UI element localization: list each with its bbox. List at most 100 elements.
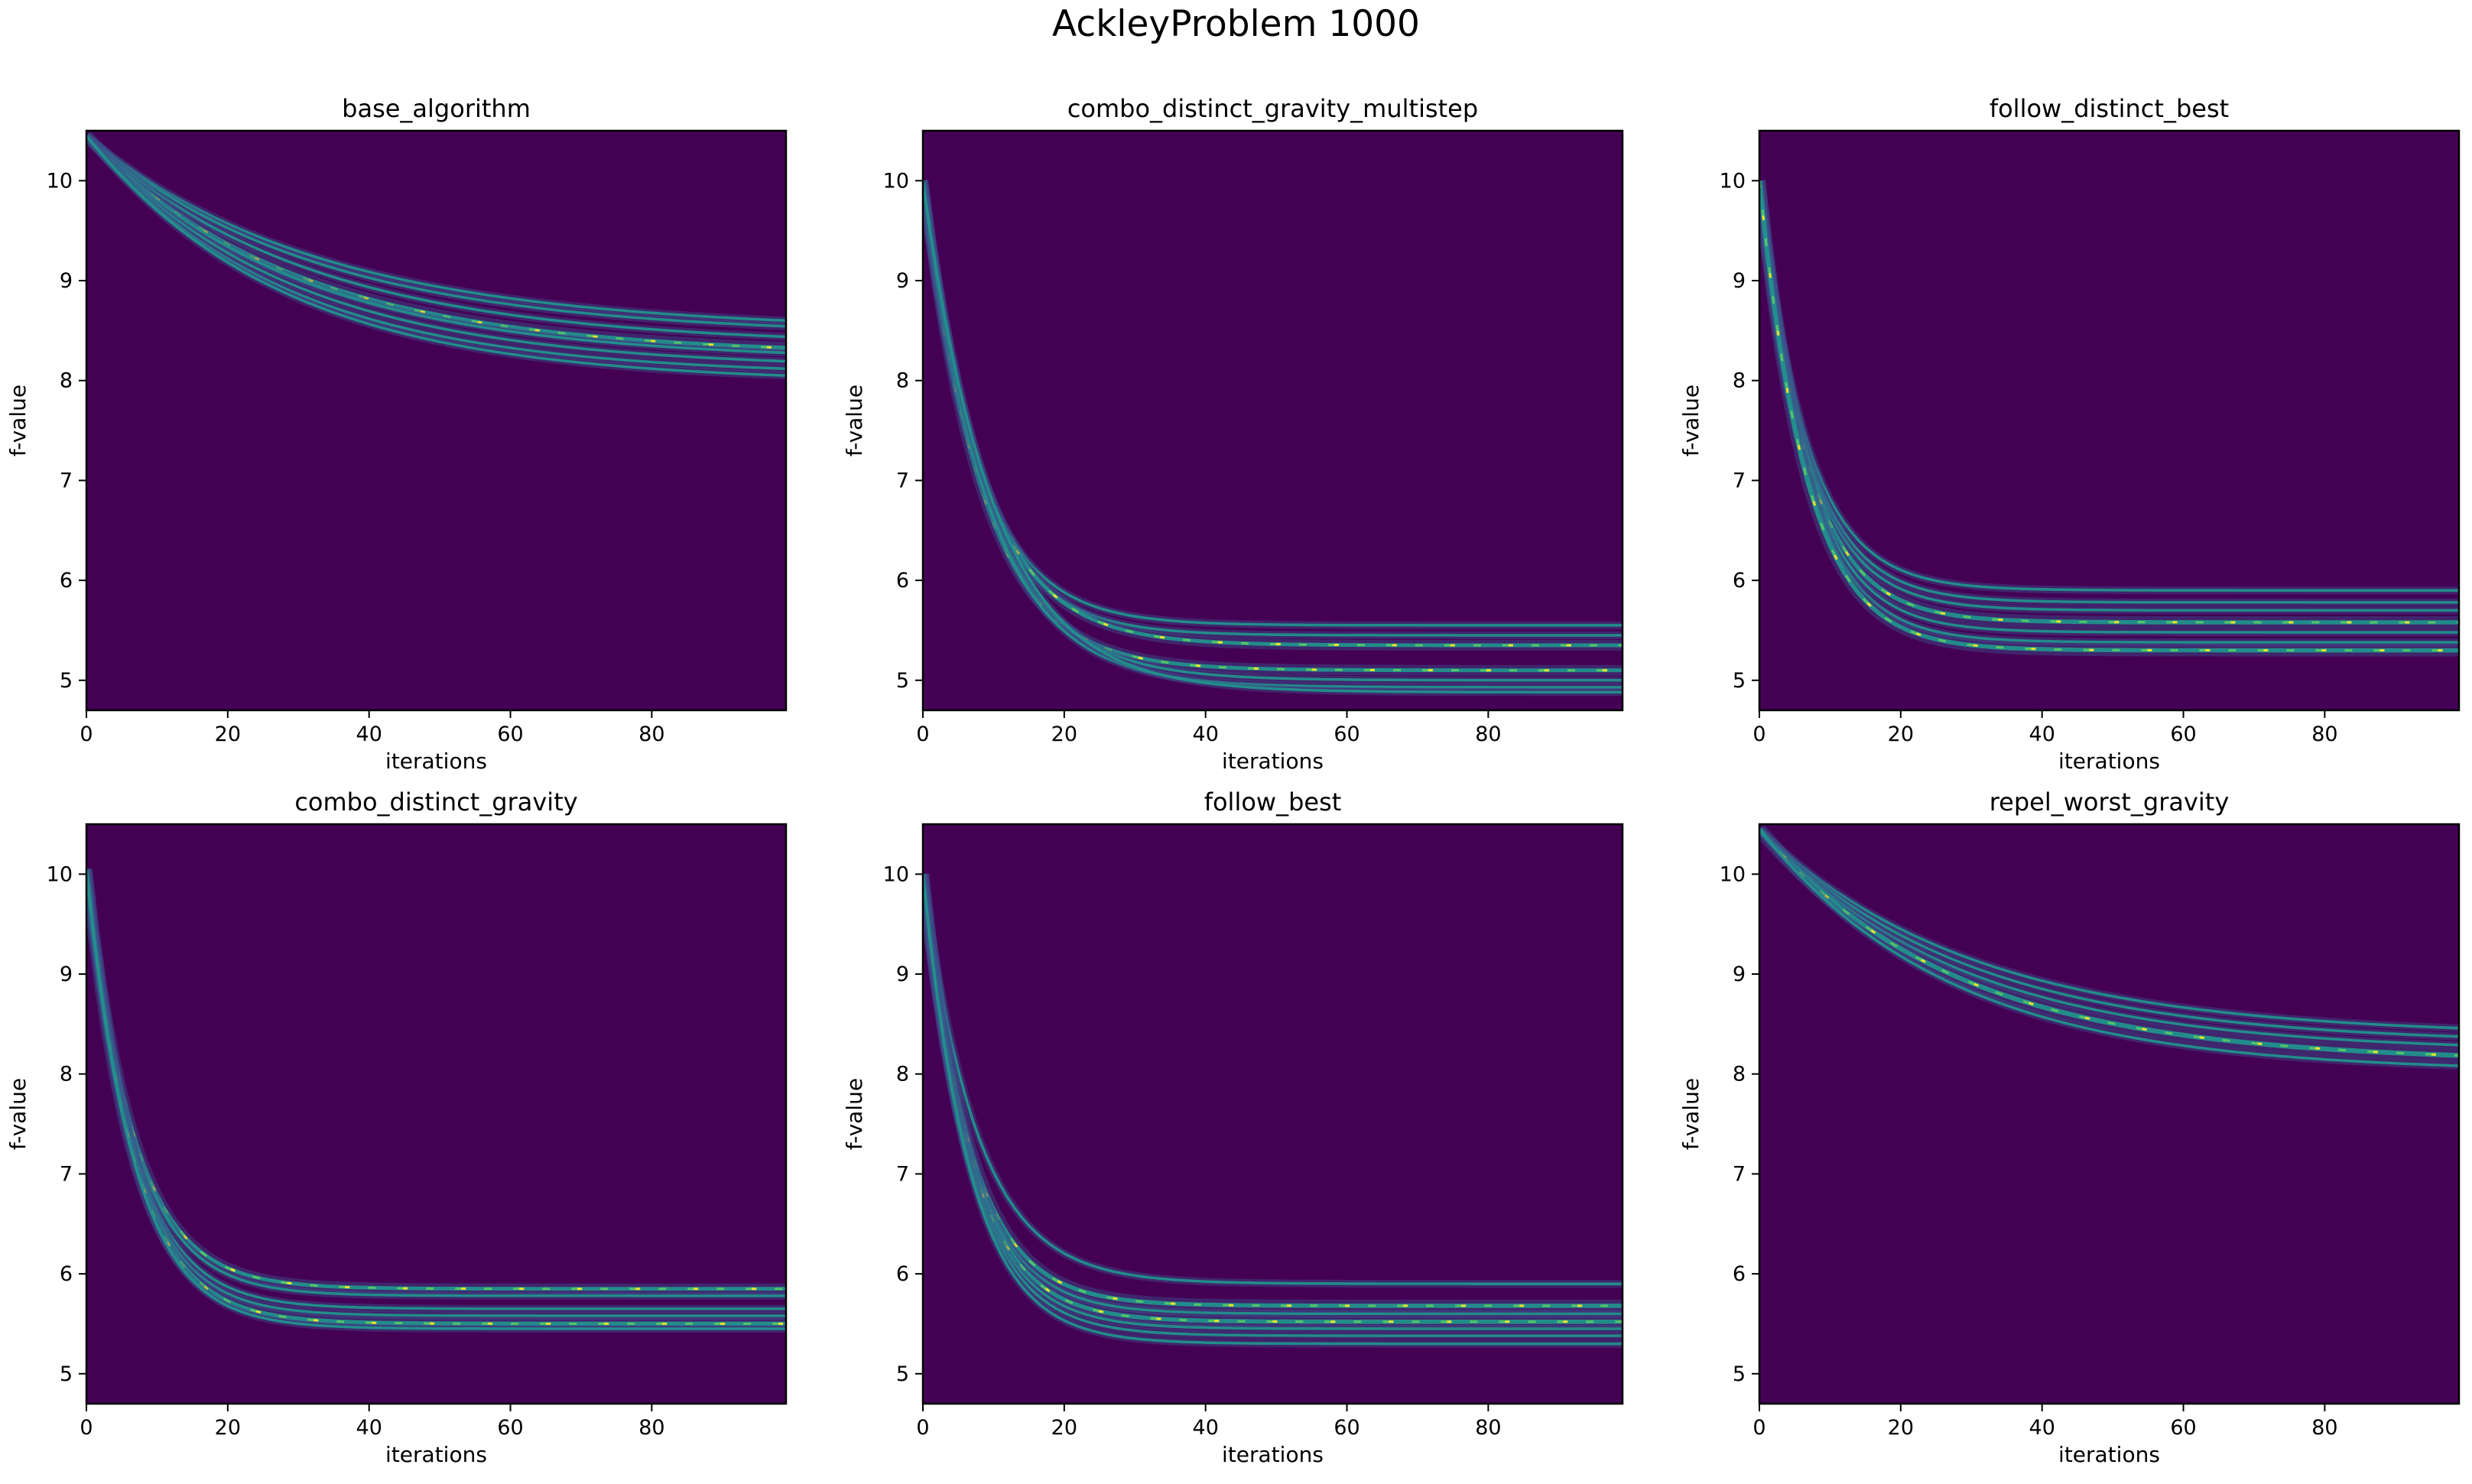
- y-tick-label: 9: [60, 269, 73, 293]
- subplot-title: follow_distinct_best: [1990, 94, 2229, 123]
- y-axis-label: f-value: [1678, 1078, 1704, 1150]
- x-tick-label: 60: [2170, 1416, 2196, 1440]
- y-tick-label: 5: [1733, 1362, 1746, 1386]
- heatmap-traces: [1759, 180, 2459, 657]
- y-tick-label: 7: [60, 469, 73, 492]
- x-tick-label: 0: [80, 723, 93, 746]
- trace-line-6: [1759, 180, 2459, 644]
- y-axis-label: f-value: [5, 385, 31, 456]
- trace-line-2: [1759, 180, 2459, 604]
- y-axis-label: f-value: [5, 1078, 31, 1150]
- x-tick-label: 60: [1333, 1416, 1359, 1440]
- x-tick-label: 40: [1193, 723, 1219, 746]
- subplot-title: follow_best: [1204, 787, 1342, 817]
- y-tick-label: 9: [60, 963, 73, 986]
- axes-frame: [85, 129, 788, 712]
- axes-frame: [1758, 129, 2461, 712]
- subplot-combo-distinct-gravity: 0 20 40 60 80 5 6 7 8 9 10 combo_distinct_gravityit…: [5, 787, 788, 1467]
- heatmap-traces: [86, 868, 786, 1333]
- trace-line-2: [86, 869, 786, 1297]
- trace-line-6: [86, 869, 786, 1330]
- y-tick-label: 6: [60, 1262, 73, 1286]
- x-tick-label: 60: [2170, 723, 2196, 746]
- subplot-title: combo_distinct_gravity_multistep: [1067, 94, 1478, 123]
- y-tick-label: 7: [1733, 1162, 1746, 1186]
- y-tick-label: 5: [1733, 669, 1746, 693]
- y-tick-label: 8: [896, 369, 909, 393]
- x-tick-label: 40: [2029, 1416, 2055, 1440]
- x-tick-label: 20: [215, 723, 241, 746]
- trace-high-3: [923, 180, 1623, 647]
- trace-line-1: [923, 180, 1623, 627]
- trace-line-5: [923, 180, 1623, 682]
- y-tick-label: 10: [883, 169, 909, 193]
- y-tick-label: 6: [60, 569, 73, 593]
- trace-line-3: [86, 135, 786, 339]
- trace-line-1: [86, 135, 786, 323]
- x-tick-label: 40: [356, 723, 382, 746]
- trace-high-4: [86, 135, 786, 349]
- x-tick-label: 80: [638, 1416, 664, 1440]
- subplot-combo-distinct-gravity-multistep: 0 20 40 60 80 5 6 7 8 9 10 combo_distinct_gravity_m…: [842, 94, 1624, 774]
- trace-line-7: [86, 135, 786, 371]
- y-tick-label: 9: [896, 963, 909, 986]
- x-tick-label: 40: [1193, 1416, 1219, 1440]
- trace-line-7: [923, 874, 1623, 1346]
- trace-line-5: [86, 135, 786, 355]
- trace-line-3: [1759, 828, 2459, 1047]
- trace-high-4: [1759, 828, 2459, 1057]
- trace-line-5: [1759, 828, 2459, 1067]
- trace-line-6: [923, 180, 1623, 689]
- trace-line-5: [923, 874, 1623, 1330]
- y-tick-label: 8: [60, 369, 73, 393]
- trace-high-4: [1759, 180, 2459, 624]
- y-axis-label: f-value: [842, 385, 867, 456]
- x-tick-label: 80: [1475, 723, 1501, 746]
- x-tick-label: 80: [2311, 1416, 2337, 1440]
- x-tick-label: 60: [497, 723, 523, 746]
- x-tick-label: 0: [916, 1416, 929, 1440]
- x-tick-label: 0: [1752, 1416, 1765, 1440]
- y-axis-label: f-value: [842, 1078, 867, 1150]
- trace-line-5: [1759, 180, 2459, 634]
- subplot-follow-distinct-best: 0 20 40 60 80 5 6 7 8 9 10 follow_distinct_bestiter…: [1678, 94, 2461, 774]
- trace-line-2: [923, 873, 1623, 1308]
- x-tick-label: 20: [215, 1416, 241, 1440]
- y-tick-label: 8: [896, 1063, 909, 1086]
- x-axis-label: iterations: [2058, 1442, 2160, 1467]
- y-tick-label: 7: [1733, 469, 1746, 492]
- y-tick-label: 10: [47, 169, 73, 193]
- y-tick-label: 6: [1733, 1262, 1746, 1286]
- x-axis-label: iterations: [2058, 748, 2160, 774]
- y-tick-label: 5: [60, 669, 73, 693]
- y-tick-label: 8: [60, 1063, 73, 1086]
- x-tick-label: 0: [1752, 723, 1765, 746]
- x-tick-label: 20: [1888, 723, 1914, 746]
- y-axis-label: f-value: [1678, 385, 1704, 456]
- y-tick-label: 10: [883, 862, 909, 886]
- trace-line-7: [1759, 180, 2459, 653]
- heatmap-background: [86, 131, 786, 710]
- x-tick-label: 80: [638, 723, 664, 746]
- subplot-title: repel_worst_gravity: [1990, 787, 2230, 817]
- y-tick-label: 10: [1720, 862, 1746, 886]
- heatmap-background: [86, 824, 786, 1404]
- y-tick-label: 5: [896, 669, 909, 693]
- x-tick-label: 80: [1475, 1416, 1501, 1440]
- x-tick-label: 20: [1051, 1416, 1077, 1440]
- x-axis-label: iterations: [1222, 1442, 1324, 1467]
- y-tick-label: 6: [896, 1262, 909, 1286]
- y-tick-label: 7: [896, 469, 909, 492]
- x-tick-label: 40: [2029, 723, 2055, 746]
- y-tick-label: 5: [896, 1362, 909, 1386]
- y-tick-label: 7: [60, 1162, 73, 1186]
- x-tick-label: 20: [1051, 723, 1077, 746]
- y-tick-label: 8: [1733, 369, 1746, 393]
- x-tick-label: 40: [356, 1416, 382, 1440]
- trace-line-3: [1759, 180, 2459, 612]
- x-tick-label: 0: [916, 723, 929, 746]
- x-axis-label: iterations: [385, 748, 487, 774]
- trace-line-1: [923, 874, 1623, 1285]
- x-tick-label: 0: [80, 1416, 93, 1440]
